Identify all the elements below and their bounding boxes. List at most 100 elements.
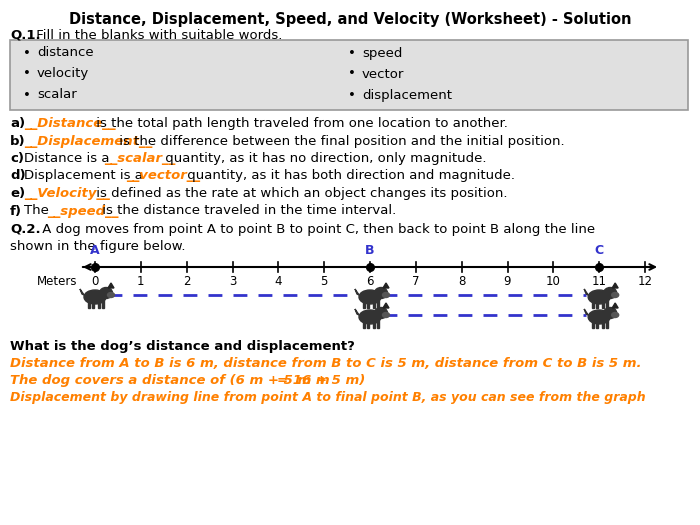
Bar <box>373 300 375 308</box>
Ellipse shape <box>84 290 106 304</box>
Text: __vector__: __vector__ <box>127 170 201 183</box>
Ellipse shape <box>359 310 381 324</box>
Text: Q.1.: Q.1. <box>10 29 41 42</box>
Text: Distance from A to B is 6 m, distance from B to C is 5 m, distance from C to B i: Distance from A to B is 6 m, distance fr… <box>10 357 641 370</box>
Ellipse shape <box>603 308 617 319</box>
Bar <box>602 320 604 328</box>
Ellipse shape <box>108 292 115 298</box>
Bar <box>98 300 100 308</box>
Polygon shape <box>584 309 588 315</box>
Text: 8: 8 <box>458 275 466 288</box>
Ellipse shape <box>382 292 389 298</box>
Text: vector: vector <box>362 68 405 80</box>
Text: 11: 11 <box>592 275 607 288</box>
Text: velocity: velocity <box>37 68 90 80</box>
Text: 4: 4 <box>274 275 282 288</box>
Text: •: • <box>23 47 31 59</box>
Bar <box>88 300 90 308</box>
Bar <box>596 320 598 328</box>
Text: quantity, as it has both direction and magnitude.: quantity, as it has both direction and m… <box>183 170 515 183</box>
Ellipse shape <box>374 308 388 319</box>
Text: a): a) <box>10 117 25 130</box>
Bar <box>606 300 608 308</box>
Text: Displacement is a: Displacement is a <box>24 170 147 183</box>
Text: Displacement by drawing line from point A to final point B, as you can see from : Displacement by drawing line from point … <box>10 391 645 404</box>
Polygon shape <box>383 303 389 308</box>
Bar <box>596 300 598 308</box>
Bar <box>363 300 365 308</box>
Text: •: • <box>348 68 356 80</box>
Ellipse shape <box>374 288 388 299</box>
Text: d): d) <box>10 170 26 183</box>
Text: shown in the figure below.: shown in the figure below. <box>10 240 186 253</box>
Text: 9: 9 <box>504 275 511 288</box>
Text: __Velocity__: __Velocity__ <box>24 187 110 200</box>
Text: 3: 3 <box>229 275 236 288</box>
Text: Distance, Displacement, Speed, and Velocity (Worksheet) - Solution: Distance, Displacement, Speed, and Veloc… <box>69 12 631 27</box>
Text: Meters: Meters <box>36 275 77 288</box>
Bar <box>602 300 604 308</box>
Text: __scalar__: __scalar__ <box>104 152 175 165</box>
Polygon shape <box>383 283 389 288</box>
Text: •: • <box>348 47 356 59</box>
Text: 7: 7 <box>412 275 419 288</box>
Text: scalar: scalar <box>37 89 77 101</box>
Text: A dog moves from point A to point B to point C, then back to point B along the l: A dog moves from point A to point B to p… <box>38 223 595 236</box>
Ellipse shape <box>612 292 619 298</box>
Text: Q.2.: Q.2. <box>10 223 41 236</box>
Text: •: • <box>23 68 31 80</box>
Polygon shape <box>355 289 359 295</box>
Bar <box>363 320 365 328</box>
Text: is defined as the rate at which an object changes its position.: is defined as the rate at which an objec… <box>92 187 508 200</box>
Text: B: B <box>365 244 375 257</box>
Text: C: C <box>594 244 603 257</box>
Text: distance: distance <box>37 47 94 59</box>
Text: f): f) <box>10 205 22 217</box>
Text: e): e) <box>10 187 25 200</box>
Text: 10: 10 <box>546 275 561 288</box>
Ellipse shape <box>588 290 610 304</box>
Polygon shape <box>612 283 618 288</box>
Bar <box>592 300 594 308</box>
Polygon shape <box>355 309 359 315</box>
Text: 5: 5 <box>321 275 328 288</box>
Text: •: • <box>23 89 31 101</box>
Ellipse shape <box>359 290 381 304</box>
Text: What is the dog’s distance and displacement?: What is the dog’s distance and displacem… <box>10 340 355 353</box>
Text: is the distance traveled in the time interval.: is the distance traveled in the time int… <box>98 205 396 217</box>
Bar <box>606 320 608 328</box>
Text: Fill in the blanks with suitable words.: Fill in the blanks with suitable words. <box>32 29 282 42</box>
Bar <box>592 320 594 328</box>
Bar <box>377 320 379 328</box>
Text: The: The <box>24 205 53 217</box>
Ellipse shape <box>603 288 617 299</box>
Text: •: • <box>348 89 356 101</box>
Bar <box>367 300 369 308</box>
Ellipse shape <box>382 312 389 318</box>
Polygon shape <box>584 289 588 295</box>
Text: The dog covers a distance of (6 m + 5 m + 5 m): The dog covers a distance of (6 m + 5 m … <box>10 374 370 387</box>
Bar <box>92 300 94 308</box>
Text: 12: 12 <box>638 275 652 288</box>
Bar <box>367 320 369 328</box>
Text: __Displacement__: __Displacement__ <box>24 134 152 148</box>
Text: quantity, as it has no direction, only magnitude.: quantity, as it has no direction, only m… <box>160 152 486 165</box>
Bar <box>377 300 379 308</box>
Polygon shape <box>612 303 618 308</box>
Text: __speed__: __speed__ <box>47 205 118 217</box>
Text: Distance is a: Distance is a <box>24 152 113 165</box>
Text: 6: 6 <box>366 275 374 288</box>
Text: speed: speed <box>362 47 402 59</box>
FancyBboxPatch shape <box>10 40 688 110</box>
Text: displacement: displacement <box>362 89 452 101</box>
Text: 2: 2 <box>183 275 190 288</box>
Text: 0: 0 <box>91 275 99 288</box>
Bar <box>102 300 104 308</box>
Text: = 16 m: = 16 m <box>277 374 330 387</box>
Text: b): b) <box>10 134 26 148</box>
Text: __Distance__: __Distance__ <box>24 117 116 130</box>
Text: 1: 1 <box>137 275 145 288</box>
Text: c): c) <box>10 152 24 165</box>
Text: is the total path length traveled from one location to another.: is the total path length traveled from o… <box>92 117 508 130</box>
Bar <box>373 320 375 328</box>
